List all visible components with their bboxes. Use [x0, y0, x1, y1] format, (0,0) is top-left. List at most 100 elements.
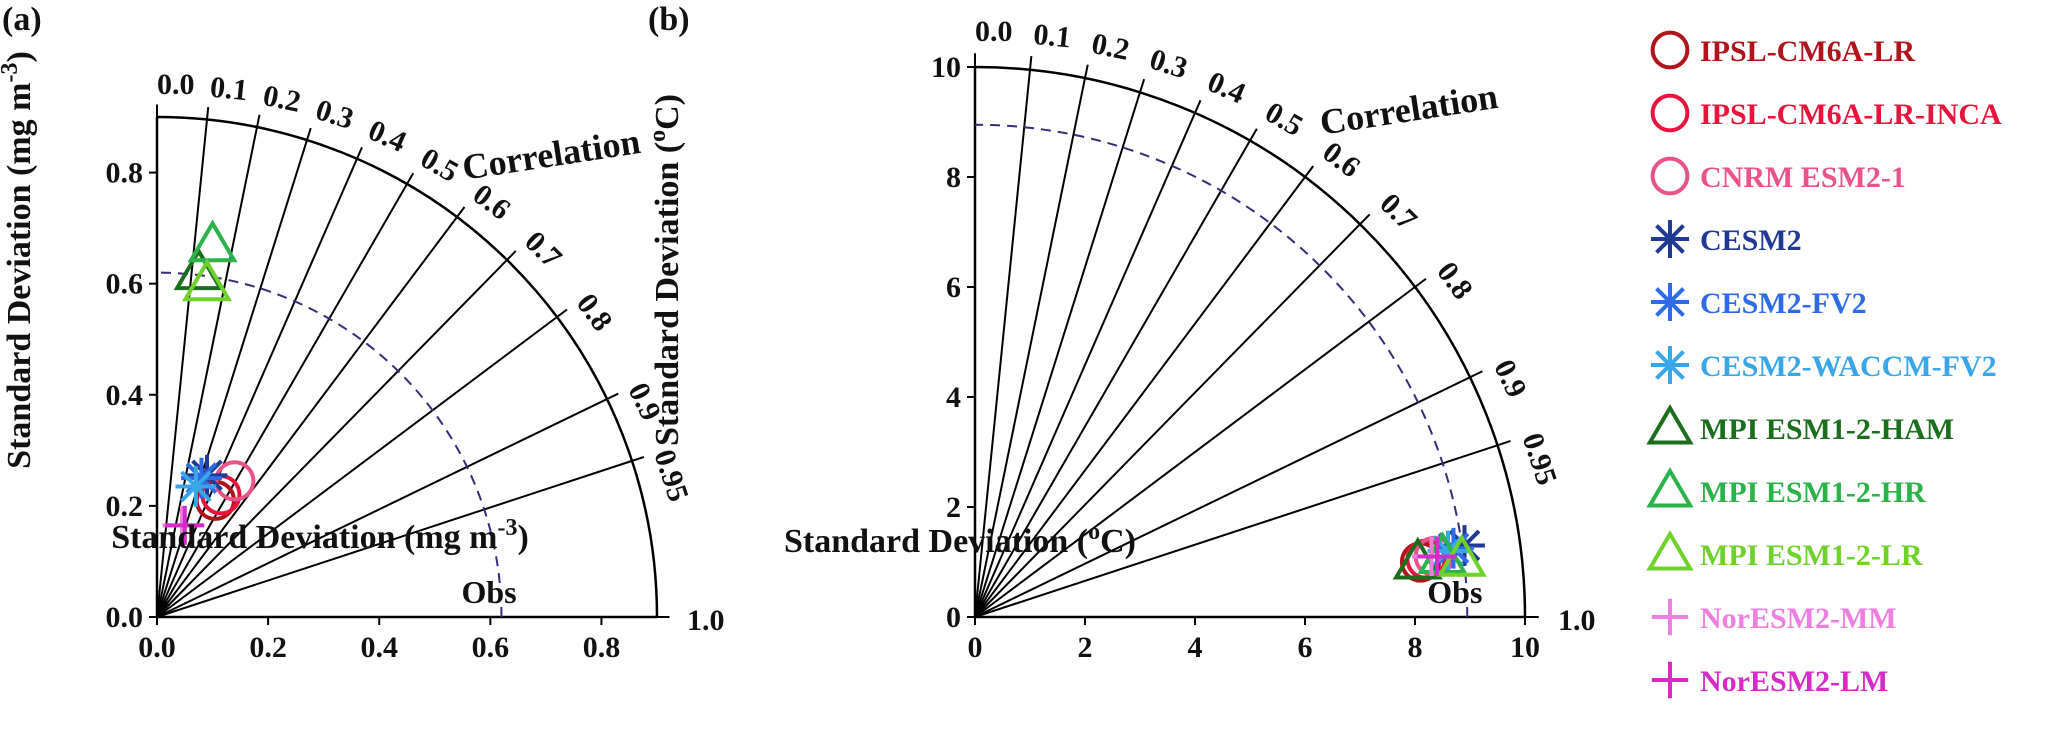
- panel-a-y-axis-title: Standard Deviation (mg m-3): [0, 51, 38, 469]
- panel-a-corr-tick: [506, 250, 517, 261]
- panel-b-y-tick-label: 0: [946, 601, 961, 634]
- panel-a-y-tick-label: 0.2: [106, 490, 144, 523]
- panel-a-obs-arc: [156, 271, 503, 618]
- panel-b-point-noresm2-lm-shape: [1417, 537, 1457, 576]
- panel-b-x-tick-label: 6: [1298, 631, 1313, 664]
- legend-marker-cesm2-fv2: [1650, 282, 1690, 322]
- legend: IPSL-CM6A-LR IPSL-CM6A-LR-INCA CNRM ESM2-1…: [1646, 30, 2002, 699]
- legend-label-cesm2: CESM2: [1700, 224, 1802, 257]
- panel-b-corr-tick-label: 1.0: [1558, 604, 1596, 637]
- panel-a-y-tick-label: 0.4: [106, 379, 144, 412]
- legend-marker-ipsl-cm6a-lr-inca: [1650, 93, 1690, 133]
- panel-b-corr-tick: [1304, 165, 1315, 178]
- panel-b-corr-line: [974, 112, 1196, 618]
- panel-b-x-tick-label: 10: [1510, 631, 1540, 664]
- panel-b-corr-tick-label: 0.3: [1146, 43, 1192, 86]
- panel-b-corr-line: [974, 286, 1416, 618]
- panel-a-x-tick-label: 0.8: [583, 631, 621, 664]
- panel-a-x-tick-label: 0.2: [249, 631, 287, 664]
- panel-a-corr-line: [156, 119, 208, 618]
- panel-a-corr-tick: [556, 308, 568, 318]
- panel-b-y-tick-label: 4: [946, 381, 961, 414]
- panel-a-corr-line: [156, 459, 633, 618]
- panel-b-corr-tick: [1249, 128, 1258, 142]
- panel-b-x-tick-label: 4: [1188, 631, 1203, 664]
- panel-a-point-mpi-esm1-2-lr-shape: [181, 258, 233, 302]
- panel-a-y-tick-label: 0.6: [106, 268, 144, 301]
- panel-b-corr-line: [974, 77, 1086, 618]
- panel-b-corr-tick-label: 0.8: [1430, 256, 1479, 306]
- legend-label-mpi-esm1-2-lr: MPI ESM1-2-LR: [1700, 539, 1923, 572]
- panel-b-corr-tick: [1139, 78, 1146, 93]
- panel-a-point-mpi-esm1-2-hr-shape: [187, 219, 238, 263]
- panel-b-corr-tick-label: 0.1: [1032, 18, 1073, 55]
- panel-a-corr-tick: [206, 106, 210, 120]
- legend-marker-cesm2-shape: [1650, 219, 1690, 259]
- legend-marker-cnrm-esm2-1-shape: [1650, 156, 1690, 196]
- panel-a-corr-tick-label: 0.7: [518, 225, 568, 275]
- panel-a-point-noresm2-lm: [165, 505, 205, 545]
- legend-label-ipsl-cm6a-lr-inca: IPSL-CM6A-LR-INCA: [1700, 98, 2002, 131]
- panel-a-corr-tick: [406, 172, 415, 185]
- panel-b-x-tick-label: 0: [968, 631, 983, 664]
- panel-a-corr-line: [156, 158, 358, 618]
- panel-b-corr-tick: [1497, 440, 1511, 447]
- panel-b-corr-line: [974, 444, 1498, 618]
- panel-b-corr-line: [974, 223, 1361, 618]
- panel-b-corr-line: [974, 69, 1031, 618]
- legend-label-ipsl-cm6a-lr: IPSL-CM6A-LR: [1700, 35, 1915, 68]
- legend-marker-ipsl-cm6a-lr: [1650, 30, 1690, 70]
- panel-b-corr-tick-label: 0.5: [1260, 96, 1309, 143]
- panel-b-corr-tick-label: 0.6: [1316, 135, 1366, 184]
- panel-b-corr-tick: [1194, 99, 1202, 114]
- panel-b-corr-tick: [1469, 370, 1483, 379]
- panel-b-point-cesm2-waccm-fv2: [1427, 530, 1469, 572]
- legend-marker-noresm2-lm: [1651, 661, 1689, 699]
- panel-a-point-cesm2-waccm-fv2-shape: [175, 466, 217, 507]
- panel-a-x-tick-label: 0.4: [360, 631, 398, 664]
- panel-a-corr-tick: [306, 127, 312, 141]
- panel-a-obs-label: Obs: [461, 574, 516, 610]
- panel-b-corr-line: [974, 176, 1306, 618]
- legend-marker-cesm2-waccm-fv2-shape: [1650, 345, 1690, 385]
- panel-a-corr-line: [156, 259, 508, 618]
- panel-a-corr-tick-label: 1.0: [687, 604, 725, 637]
- panel-b-y-tick-label: 8: [946, 161, 961, 194]
- panel-b-y-tick-label: 10: [931, 51, 961, 84]
- panel-a-corr-tick-label: 0.0: [157, 68, 195, 101]
- panel-a-label: (a): [2, 1, 42, 38]
- legend-marker-cesm2-waccm-fv2: [1650, 345, 1690, 385]
- panel-a-corr-tick-label: 0.3: [312, 93, 358, 136]
- legend-marker-noresm2-mm-shape: [1651, 598, 1689, 636]
- panel-b-corr-tick-label: 0.9: [1487, 355, 1533, 403]
- panel-b-correlation-title: Correlation: [1317, 76, 1500, 143]
- legend-label-mpi-esm1-2-ham: MPI ESM1-2-HAM: [1700, 413, 1954, 446]
- panel-b-point-cesm2-waccm-fv2-shape: [1427, 530, 1469, 572]
- panel-b-y-axis-title: Standard Deviation (oC): [645, 94, 686, 446]
- legend-label-cnrm-esm2-1: CNRM ESM2-1: [1700, 161, 1906, 194]
- panel-a-point-mpi-esm1-2-lr: [181, 258, 233, 302]
- panel-b-corr-tick: [1029, 55, 1033, 70]
- panel-a-corr-tick: [456, 206, 466, 218]
- panel-a-corr-line: [156, 183, 408, 618]
- panel-a-corr-tick-label: 0.5: [415, 141, 464, 188]
- panel-b-corr-line: [974, 376, 1471, 618]
- panel-b-corr-line: [974, 140, 1251, 618]
- panel-a-corr-tick: [606, 392, 619, 400]
- legend-marker-cnrm-esm2-1: [1650, 156, 1690, 196]
- panel-a-taylor-diagram: 0.00.00.20.20.40.40.60.60.80.80.0 0.1 0.2 0…: [106, 68, 725, 664]
- legend-marker-mpi-esm1-2-ham: [1646, 404, 1694, 445]
- panel-b-x-tick-label: 2: [1078, 631, 1093, 664]
- legend-marker-noresm2-lm-shape: [1651, 661, 1689, 699]
- legend-label-noresm2-lm: NorESM2-LM: [1700, 665, 1888, 698]
- legend-label-cesm2-fv2: CESM2-FV2: [1700, 287, 1867, 320]
- legend-marker-mpi-esm1-2-ham-shape: [1646, 404, 1694, 445]
- legend-label-cesm2-waccm-fv2: CESM2-WACCM-FV2: [1700, 350, 1997, 383]
- panel-a-point-noresm2-lm-shape: [165, 505, 205, 545]
- panel-a-corr-tick-label: 0.2: [260, 79, 303, 119]
- panel-b-obs-label: Obs: [1427, 574, 1482, 610]
- panel-a-y-tick-label: 0.0: [106, 601, 144, 634]
- legend-marker-mpi-esm1-2-lr: [1646, 530, 1694, 571]
